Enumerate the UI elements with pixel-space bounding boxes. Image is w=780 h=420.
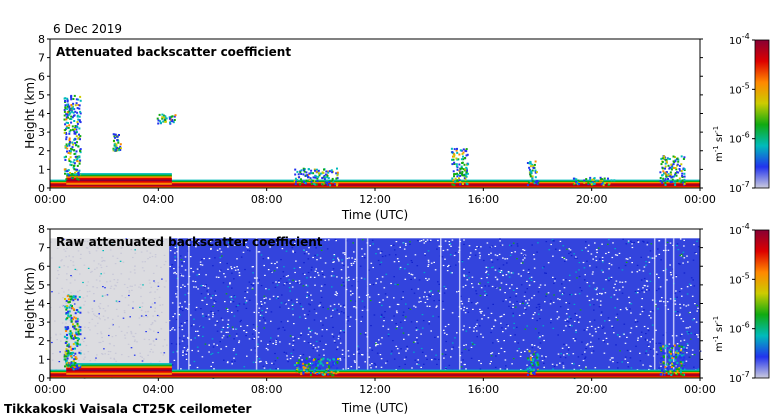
x-tick-label: 16:00 [467,383,499,396]
y-tick-label: 2 [38,335,45,348]
colorbar-tick-label: 10-7 [729,370,750,385]
y-tick-label: 0 [38,182,45,195]
x-tick-label: 08:00 [251,193,283,206]
noise-streak [345,238,347,378]
x-tick-label: 04:00 [142,193,174,206]
noise-streak [664,238,667,378]
noise-streak [653,238,656,378]
noise-streak [672,238,675,378]
cloud-1930 [572,176,616,187]
x-tick-label: 20:00 [576,193,608,206]
colorbar-tick-label: 10-6 [729,321,750,336]
raw-backscatter-panel: Raw attenuated backscatter coefficient 0… [23,222,770,415]
y-axis: 0 1 2 3 4 5 6 7 8 [38,33,703,195]
y-tick-label: 8 [38,223,45,236]
backscatter-panel: Attenuated backscatter coefficient 0 1 2 3 4… [23,32,770,222]
colorbar-tick-label: 10-5 [729,271,750,286]
y-tick-label: 7 [38,242,45,255]
x-axis-label: Time (UTC) [341,208,408,222]
cloud-0045 [63,294,82,371]
y-tick-label: 6 [38,260,45,273]
noise-streak [440,238,442,378]
colorbar-tick-label: 10-4 [729,32,750,47]
cloud-0930 [293,357,340,377]
x-tick-label: 12:00 [359,193,391,206]
y-tick-label: 0 [38,372,45,385]
x-tick-label: 20:00 [576,383,608,396]
cloud-2230 [659,344,686,377]
noise-streak [458,238,461,378]
cloud-0400 [156,113,177,125]
x-tick-label: 04:00 [142,383,174,396]
x-axis-label: Time (UTC) [341,401,408,415]
early-aerosol-layer [66,173,172,185]
y-tick-label: 8 [38,33,45,46]
early-aerosol-layer [66,363,172,375]
y-tick-label: 7 [38,52,45,65]
y-tick-label: 1 [38,353,45,366]
y-tick-label: 6 [38,70,45,83]
backscatter-heatmap [50,39,700,189]
cloud-0930 [293,167,339,187]
noise-region [169,238,700,378]
x-tick-label: 00:00 [34,193,66,206]
y-tick-label: 3 [38,316,45,329]
colorbar-unit: m-1 sr-1 [712,316,725,352]
cloud-1745 [526,350,540,376]
plot-background [50,39,700,188]
y-axis: 0 1 2 3 4 5 6 7 8 [38,223,703,385]
colorbar-scale [754,39,770,189]
cloud-1745 [526,160,540,187]
y-axis-label: Height (km) [23,267,37,338]
cloud-1500 [450,147,470,186]
noise-streak [255,238,258,378]
date-label: 6 Dec 2019 [53,22,122,36]
y-tick-label: 1 [38,163,45,176]
colorbar-tick-label: 10-7 [729,180,750,195]
x-tick-label: 12:00 [359,383,391,396]
x-tick-label: 00:00 [684,383,716,396]
colorbar-unit: m-1 sr-1 [712,126,725,162]
x-tick-label: 00:00 [34,383,66,396]
raw-backscatter-heatmap [50,229,702,380]
noise-streak [177,238,179,378]
y-tick-label: 2 [38,145,45,158]
x-tick-label: 00:00 [684,193,716,206]
noise-streak [366,238,369,378]
colorbar: 10-4 10-5 10-6 10-7 m-1 sr-1 [712,222,770,385]
cloud-0230 [112,133,122,152]
noise-streak [188,238,190,378]
noise-streak [356,238,358,378]
y-tick-label: 5 [38,279,45,292]
cloud-0045 [63,94,82,181]
y-tick-label: 4 [38,108,45,121]
panel-title: Attenuated backscatter coefficient [56,45,291,59]
y-tick-label: 3 [38,126,45,139]
x-axis: 00:00 04:00 08:00 12:00 16:00 20:00 00:00 [34,378,716,396]
colorbar-tick-label: 10-6 [729,131,750,146]
colorbar-scale [754,229,770,379]
instrument-caption: Tikkakoski Vaisala CT25K ceilometer [4,402,252,416]
cloud-2230 [659,155,686,186]
x-tick-label: 08:00 [251,383,283,396]
colorbar-tick-label: 10-4 [729,222,750,237]
colorbar: 10-4 10-5 10-6 10-7 m-1 sr-1 [712,32,770,195]
x-axis: 00:00 04:00 08:00 12:00 16:00 20:00 00:00 [34,188,716,206]
y-axis-label: Height (km) [23,77,37,148]
y-tick-label: 4 [38,298,45,311]
colorbar-tick-label: 10-5 [729,81,750,96]
x-tick-label: 16:00 [467,193,499,206]
y-tick-label: 5 [38,89,45,102]
panel-title: Raw attenuated backscatter coefficient [56,235,323,249]
